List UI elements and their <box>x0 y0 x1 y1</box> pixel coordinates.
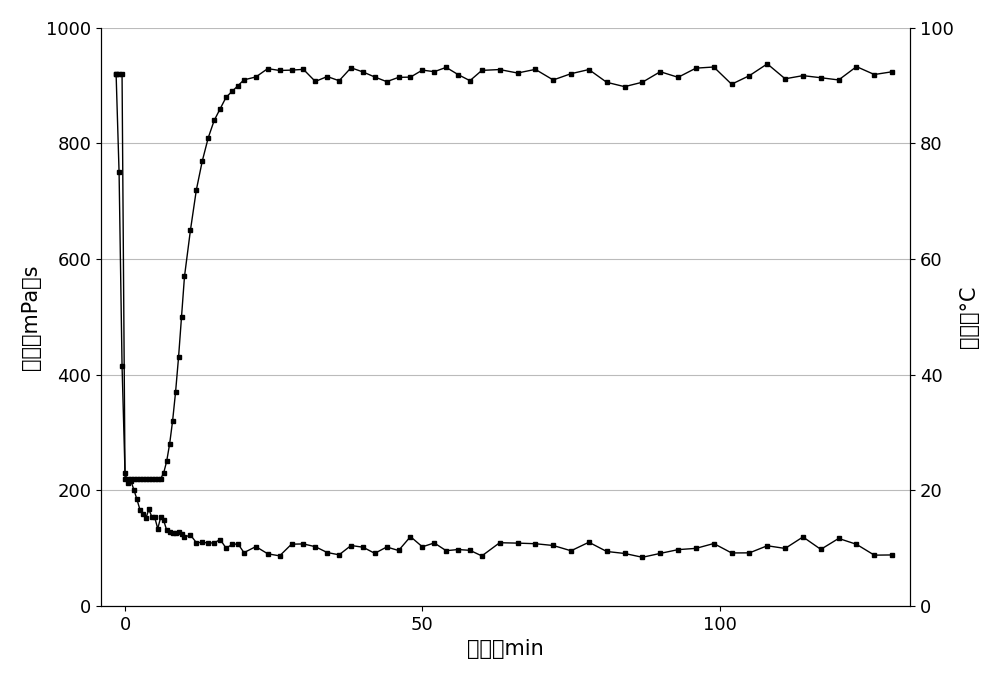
Y-axis label: 粘度，mPa．s: 粘度，mPa．s <box>21 264 41 370</box>
X-axis label: 时间，min: 时间，min <box>467 639 544 659</box>
Y-axis label: 温度，°C: 温度，°C <box>959 286 979 348</box>
